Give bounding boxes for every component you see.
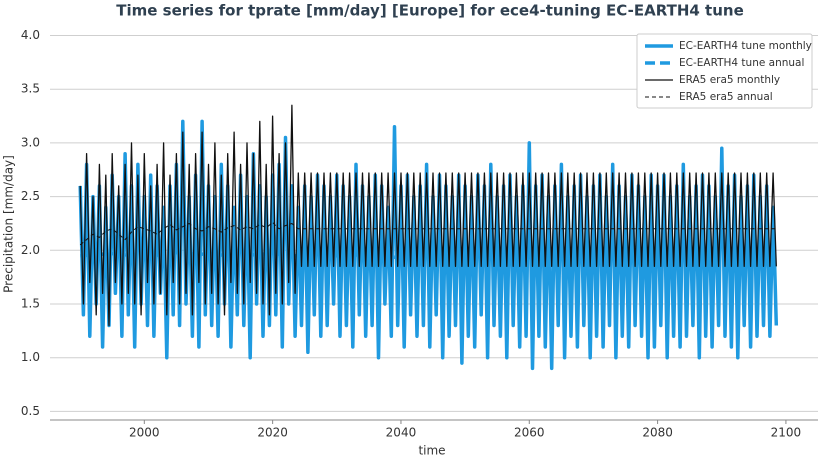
x-tick-label: 2080 — [642, 426, 673, 440]
legend-label: EC-EARTH4 tune annual — [679, 57, 804, 69]
legend: EC-EARTH4 tune monthly EC-EARTH4 tune ann… — [636, 33, 813, 109]
plot-area — [78, 104, 779, 371]
y-tick-label: 0.5 — [21, 404, 40, 418]
x-tick-label: 2100 — [771, 426, 802, 440]
x-tick-label: 2000 — [129, 426, 160, 440]
series-line — [79, 104, 777, 327]
series-line — [80, 250, 777, 260]
x-tick-label: 2060 — [514, 426, 545, 440]
y-tick-label: 1.5 — [21, 297, 40, 311]
legend-box — [636, 33, 813, 109]
x-axis-label: time — [418, 444, 445, 457]
y-tick-label: 4.0 — [21, 28, 40, 42]
y-axis-label: Precipitation [mm/day] — [2, 155, 16, 293]
x-tick-label: 2020 — [257, 426, 288, 440]
x-tick-label: 2040 — [386, 426, 417, 440]
y-tick-label: 2.0 — [21, 243, 40, 257]
y-tick-label: 2.5 — [21, 189, 40, 203]
legend-label: EC-EARTH4 tune monthly — [679, 40, 812, 52]
y-tick-label: 1.0 — [21, 350, 40, 364]
y-tick-label: 3.5 — [21, 82, 40, 96]
chart-title: Time series for tprate [mm/day] [Europe]… — [116, 2, 744, 20]
y-tick-label: 3.0 — [21, 135, 40, 149]
legend-label: ERA5 era5 monthly — [679, 74, 780, 86]
legend-label: ERA5 era5 annual — [679, 91, 773, 103]
